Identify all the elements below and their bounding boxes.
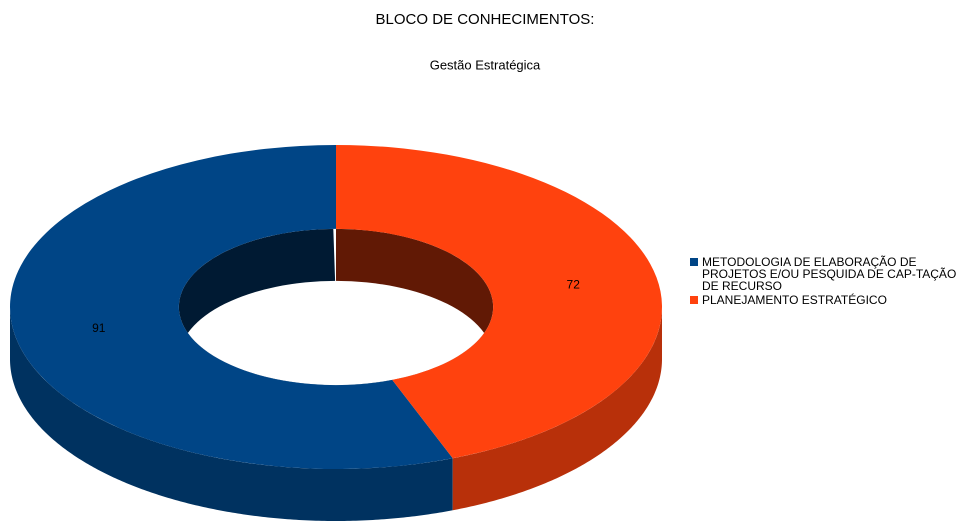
- data-label: 72: [567, 277, 581, 291]
- chart-subtitle: Gestão Estratégica: [430, 57, 541, 72]
- outer-wall: [452, 307, 662, 511]
- donut-slice: [336, 145, 663, 459]
- legend-swatch: [690, 296, 698, 304]
- legend-label: METODOLOGIA DE ELABORAÇÃO DE PROJETOS E/…: [702, 255, 957, 293]
- chart-title: BLOCO DE CONHECIMENTOS:: [376, 11, 595, 28]
- legend-item: METODOLOGIA DE ELABORAÇÃO DE PROJETOS E/…: [690, 256, 962, 292]
- hole-floor: [178, 280, 494, 386]
- outer-wall: [10, 307, 453, 521]
- donut-slice: [10, 145, 453, 469]
- legend-label: PLANEJAMENTO ESTRATÉGICO: [702, 293, 887, 307]
- data-label: 91: [92, 321, 106, 335]
- legend-item: PLANEJAMENTO ESTRATÉGICO: [690, 294, 962, 306]
- legend: METODOLOGIA DE ELABORAÇÃO DE PROJETOS E/…: [690, 256, 962, 308]
- legend-swatch: [690, 258, 698, 266]
